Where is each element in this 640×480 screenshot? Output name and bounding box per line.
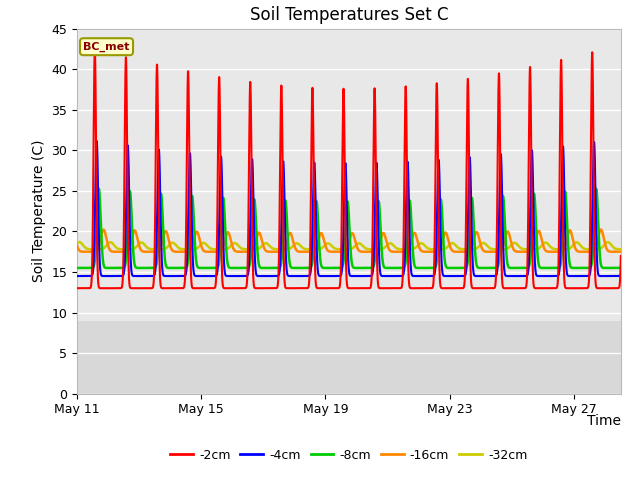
-2cm: [91, 47, 99, 52]
Line: -4cm: -4cm: [77, 141, 621, 276]
-8cm: [213, 265, 221, 271]
-8cm: [280, 229, 287, 235]
-32cm: [280, 246, 287, 252]
-8cm: [161, 252, 168, 258]
Bar: [77, 29, 621, 321]
-32cm: [490, 246, 498, 252]
Line: -2cm: -2cm: [77, 49, 621, 288]
-8cm: [174, 265, 182, 271]
-32cm: [174, 244, 182, 250]
-32cm: [73, 241, 81, 247]
-16cm: [364, 249, 372, 254]
-32cm: [161, 246, 168, 252]
-32cm: [340, 246, 348, 252]
-2cm: [227, 285, 235, 291]
-2cm: [174, 285, 182, 291]
-16cm: [279, 248, 287, 253]
-4cm: [227, 273, 235, 279]
-2cm: [213, 234, 221, 240]
-4cm: [213, 270, 221, 276]
-8cm: [490, 265, 498, 271]
-16cm: [227, 238, 235, 243]
Line: -16cm: -16cm: [77, 229, 621, 252]
-4cm: [490, 273, 498, 279]
-2cm: [490, 285, 498, 291]
-8cm: [227, 265, 235, 271]
-4cm: [280, 158, 287, 164]
-4cm: [93, 138, 100, 144]
-4cm: [73, 273, 81, 279]
-32cm: [213, 246, 221, 252]
-16cm: [617, 249, 625, 254]
-16cm: [161, 230, 168, 236]
-16cm: [597, 227, 605, 232]
-4cm: [617, 272, 625, 277]
-16cm: [174, 249, 182, 254]
-32cm: [617, 246, 625, 252]
-8cm: [95, 186, 103, 192]
Title: Soil Temperatures Set C: Soil Temperatures Set C: [250, 6, 448, 24]
-32cm: [227, 243, 235, 249]
-16cm: [73, 242, 81, 248]
-2cm: [73, 285, 81, 291]
-4cm: [174, 273, 182, 279]
-8cm: [73, 265, 81, 271]
-32cm: [76, 239, 83, 245]
-2cm: [280, 221, 287, 227]
-8cm: [617, 265, 625, 271]
Legend: -2cm, -4cm, -8cm, -16cm, -32cm: -2cm, -4cm, -8cm, -16cm, -32cm: [165, 444, 532, 467]
-8cm: [266, 265, 274, 271]
-4cm: [74, 273, 82, 279]
-2cm: [161, 285, 168, 291]
Text: Time: Time: [587, 414, 621, 428]
Line: -8cm: -8cm: [77, 189, 621, 268]
-16cm: [490, 249, 498, 254]
-4cm: [161, 273, 168, 279]
Line: -32cm: -32cm: [77, 242, 621, 249]
Text: BC_met: BC_met: [83, 42, 130, 52]
-16cm: [213, 249, 221, 254]
Y-axis label: Soil Temperature (C): Soil Temperature (C): [31, 140, 45, 282]
-2cm: [617, 253, 625, 259]
